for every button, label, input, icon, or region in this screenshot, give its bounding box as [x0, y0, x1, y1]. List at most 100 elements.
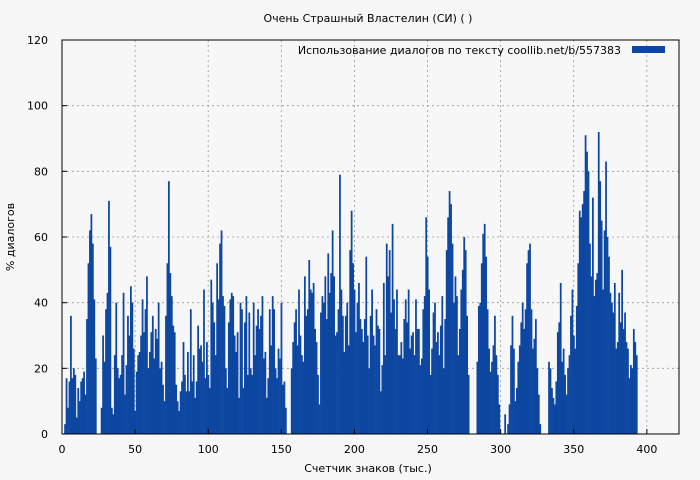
bar	[416, 328, 419, 434]
bar	[450, 204, 452, 434]
bar	[172, 325, 175, 434]
bar	[460, 289, 463, 434]
bar	[238, 397, 240, 434]
bar	[466, 315, 469, 434]
y-tick-label: 60	[34, 231, 48, 244]
bar	[274, 368, 277, 434]
bar	[305, 315, 308, 434]
bar	[148, 351, 151, 434]
bar	[530, 309, 533, 434]
bar	[119, 374, 122, 434]
bar	[571, 289, 574, 434]
bar	[108, 200, 110, 434]
bar	[321, 296, 324, 434]
bar	[246, 374, 249, 434]
bar	[422, 309, 425, 434]
bar	[602, 289, 604, 434]
bar	[292, 342, 295, 434]
bar	[103, 361, 106, 434]
x-tick-label: 400	[636, 443, 657, 456]
bar	[564, 374, 566, 434]
bar	[194, 397, 197, 434]
bar	[157, 302, 160, 434]
bar	[208, 388, 211, 434]
bar	[418, 328, 420, 434]
bar	[441, 296, 444, 434]
bar	[605, 161, 607, 435]
bar	[539, 424, 542, 434]
bar	[555, 381, 558, 434]
bar	[608, 256, 610, 434]
bar	[504, 414, 507, 434]
bar	[510, 345, 512, 434]
bar	[573, 335, 575, 434]
bar	[169, 273, 172, 434]
bar	[252, 302, 255, 434]
bar	[486, 309, 489, 434]
bar	[203, 289, 205, 434]
bar	[173, 332, 176, 434]
bar	[244, 322, 246, 434]
bar	[615, 348, 618, 434]
y-tick-label: 0	[41, 428, 48, 441]
bar	[225, 368, 227, 434]
bar	[495, 355, 498, 434]
bar	[429, 374, 432, 434]
x-tick-label: 100	[198, 443, 219, 456]
bar	[461, 269, 464, 434]
bar	[399, 355, 401, 434]
bar	[635, 355, 638, 434]
bar	[248, 312, 251, 434]
bar	[358, 282, 360, 434]
bar	[613, 282, 616, 434]
bar	[131, 302, 134, 434]
legend-swatch	[632, 46, 665, 53]
bar	[301, 355, 303, 434]
bar	[263, 358, 265, 434]
bar	[295, 309, 297, 434]
bar	[135, 371, 138, 434]
bar	[189, 309, 192, 434]
bar	[537, 394, 540, 434]
bar	[592, 197, 594, 434]
bar	[533, 338, 536, 434]
bar	[206, 342, 208, 434]
bar	[333, 276, 335, 434]
bar	[115, 302, 118, 434]
bar	[628, 378, 631, 434]
bar	[207, 374, 210, 434]
bar	[270, 345, 273, 434]
bar	[568, 355, 571, 434]
bar	[412, 332, 414, 434]
bar	[612, 312, 615, 434]
bar	[482, 233, 485, 434]
x-axis-label: Счетчик знаков (тыс.)	[304, 462, 432, 475]
bar	[261, 296, 264, 434]
bar	[382, 282, 385, 434]
bar	[444, 319, 447, 434]
bar	[86, 319, 88, 434]
bar	[529, 243, 531, 434]
bar	[479, 302, 482, 434]
bar	[198, 348, 201, 434]
bar	[457, 355, 460, 434]
bar	[213, 322, 216, 434]
y-tick-label: 80	[34, 165, 48, 178]
bar	[151, 315, 154, 434]
bar	[621, 269, 624, 434]
bar	[536, 368, 539, 434]
bar	[217, 299, 220, 434]
bar	[618, 292, 621, 434]
bar	[330, 273, 333, 434]
bar	[188, 391, 191, 434]
bar	[265, 397, 268, 434]
bar	[125, 365, 128, 434]
bar	[353, 289, 356, 434]
bar	[532, 348, 534, 434]
bar	[312, 282, 315, 434]
bar	[385, 243, 388, 434]
bar	[419, 365, 422, 434]
bar	[147, 368, 150, 434]
bar	[168, 181, 170, 434]
